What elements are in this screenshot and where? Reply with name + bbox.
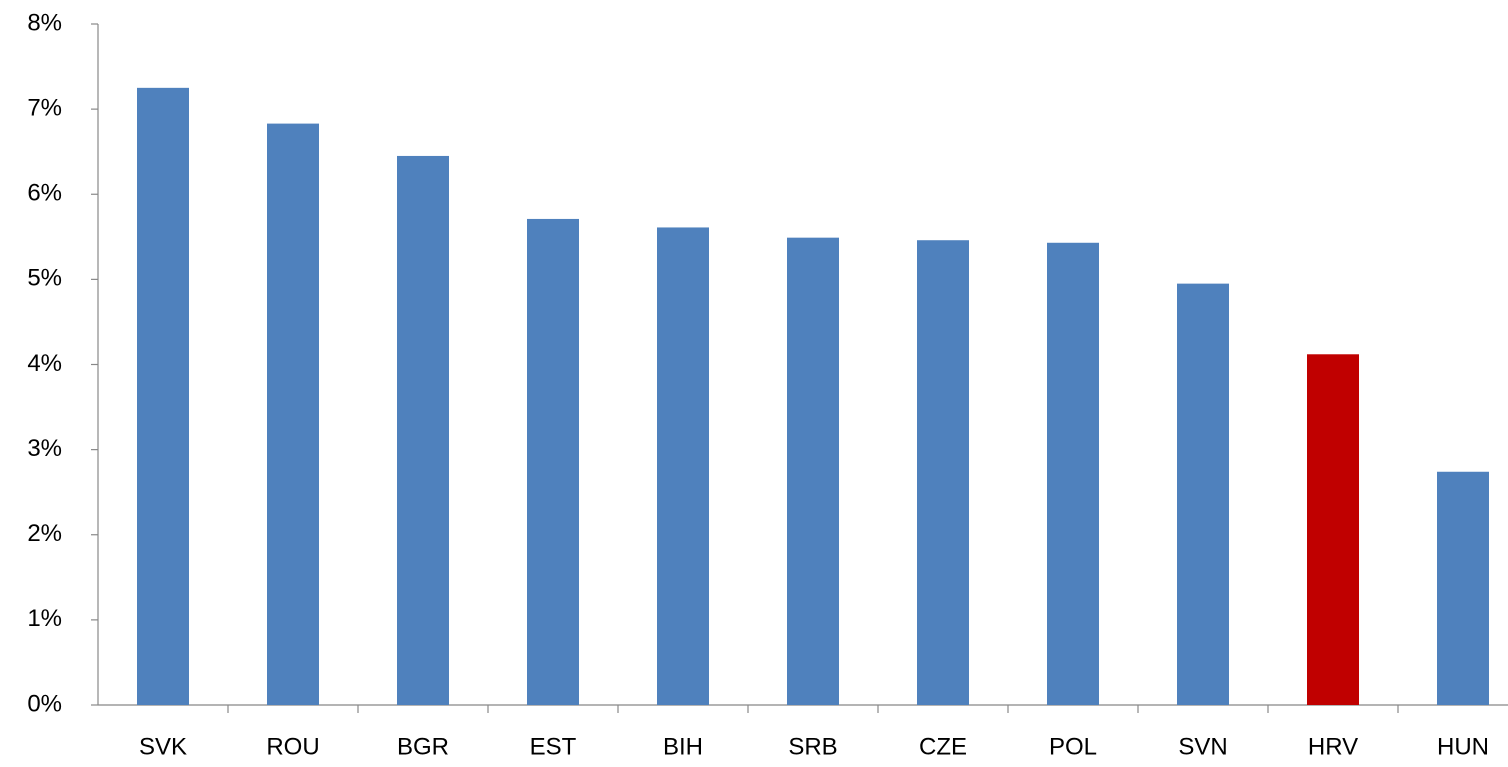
y-tick-label: 5% — [27, 265, 62, 292]
y-tick-label: 8% — [27, 9, 62, 36]
x-tick-label: SVN — [1178, 733, 1227, 760]
y-tick-label: 0% — [27, 690, 62, 717]
bar — [1437, 471, 1489, 705]
bar — [527, 218, 579, 705]
x-tick-label: HUN — [1437, 733, 1489, 760]
y-tick-label: 3% — [27, 435, 62, 462]
x-tick-label: SRB — [788, 733, 837, 760]
x-tick-label: CZE — [919, 733, 967, 760]
bar — [657, 227, 709, 706]
bar — [137, 87, 189, 705]
y-tick-label: 6% — [27, 180, 62, 207]
x-tick-label: HRV — [1308, 733, 1358, 760]
x-tick-label: BIH — [663, 733, 703, 760]
y-tick-label: 1% — [27, 605, 62, 632]
bar — [787, 237, 839, 705]
bar — [1307, 354, 1359, 705]
x-tick-label: BGR — [397, 733, 449, 760]
bar — [917, 240, 969, 705]
x-tick-label: EST — [530, 733, 577, 760]
bar — [1047, 242, 1099, 706]
bar — [1177, 283, 1229, 705]
bar — [397, 155, 449, 706]
y-tick-label: 4% — [27, 350, 62, 377]
y-tick-label: 7% — [27, 94, 62, 121]
x-tick-label: SVK — [139, 733, 187, 760]
x-tick-label: ROU — [266, 733, 319, 760]
x-tick-label: POL — [1049, 733, 1097, 760]
y-tick-label: 2% — [27, 520, 62, 547]
bar — [267, 123, 319, 705]
